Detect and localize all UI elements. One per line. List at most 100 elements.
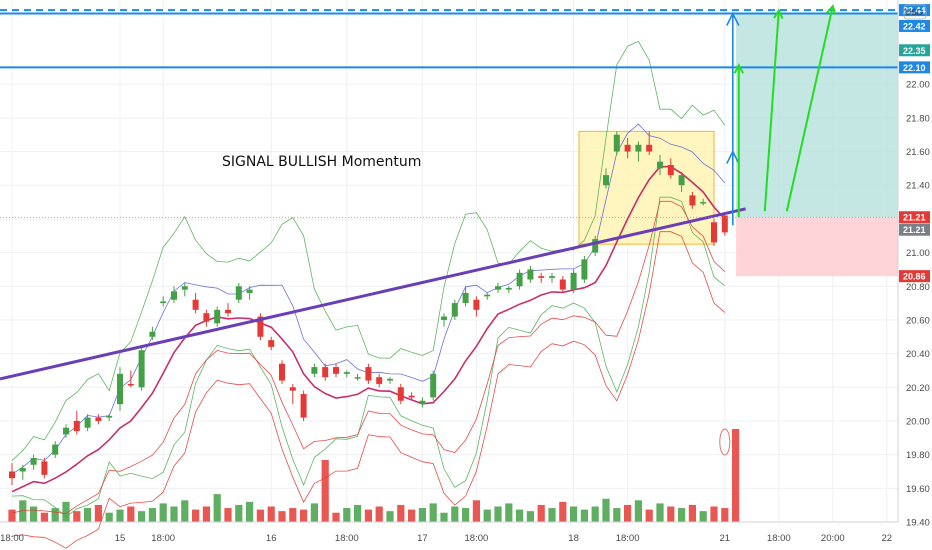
volume-bar (278, 511, 286, 522)
blue-arrow-head (726, 149, 740, 164)
price-tick-label: 21.80 (906, 113, 930, 124)
time-tick-label: 17 (417, 533, 428, 544)
candle-body (711, 222, 717, 243)
candle-body (127, 383, 134, 386)
signal-annotation: SIGNAL BULLISH Momentum (222, 154, 421, 170)
time-axis[interactable]: 18:00 15 18:00 16 18:00 17 18:00 18 18:00 21 18:00… (0, 521, 898, 544)
candle-body (538, 276, 545, 278)
volume-bar (408, 509, 416, 522)
candle-body (613, 134, 620, 152)
candle-body (73, 420, 80, 432)
price-tick-label: 21.00 (906, 248, 930, 259)
candle-body (505, 287, 512, 290)
volume-bar (73, 511, 81, 522)
volume-bar (462, 508, 470, 522)
volume-bar (505, 503, 513, 522)
candle-body (9, 471, 15, 479)
candle-body (354, 377, 361, 379)
candle-body (441, 316, 447, 320)
candle-body (181, 286, 188, 290)
candle-body (160, 301, 167, 304)
candle-body (689, 195, 696, 206)
price-tick-label: 22.00 (906, 80, 930, 91)
candle-body (311, 367, 318, 374)
volume-bar (580, 509, 588, 522)
price-tick-label: 21.60 (906, 147, 930, 158)
time-tick-label: 16 (266, 533, 277, 544)
volume-bar (19, 500, 27, 522)
candle-body (581, 259, 588, 280)
green-arrow-head (733, 63, 744, 74)
candle-body (235, 286, 242, 300)
candle-body (52, 444, 59, 455)
candle-body (19, 468, 26, 472)
candle-body (667, 165, 674, 176)
volume-bar (159, 503, 167, 522)
candle-body (721, 215, 728, 233)
volume-bar (235, 504, 243, 522)
candle-body (289, 387, 296, 391)
bb-outer-lower (11, 196, 726, 518)
price-tick-label: 20.00 (906, 416, 930, 427)
candle-body (549, 276, 555, 278)
volume-bar (148, 508, 156, 522)
volume-bar (570, 506, 578, 522)
candle-body (203, 313, 210, 322)
volume-bar (105, 512, 113, 522)
volume-bar (343, 508, 351, 522)
volume-bar (289, 508, 297, 522)
candle-body (451, 303, 458, 317)
volume-bar (645, 509, 653, 522)
candle-body (527, 269, 534, 280)
time-tick-label: 18:00 (616, 533, 640, 544)
volume-bar (127, 506, 135, 522)
price-tag-label: 22.44 (903, 6, 926, 16)
candle-body (30, 458, 37, 465)
price-tag (899, 44, 930, 57)
price-axis[interactable]: 22.0021.8021.6021.4021.2021.0020.8020.60… (897, 0, 930, 529)
candle-body (322, 367, 329, 378)
price-tag (899, 211, 930, 224)
volume-bar (256, 509, 264, 522)
volume-bar (526, 511, 534, 522)
candle-body (63, 427, 69, 435)
candle-body (603, 175, 609, 186)
volume-bar (354, 504, 362, 522)
volume-bar (84, 508, 92, 522)
volume-bar (62, 501, 70, 522)
volume-bar (202, 506, 210, 522)
volume-bar (472, 500, 480, 522)
volume-bar (710, 506, 718, 522)
bollinger-bands (11, 40, 726, 549)
time-tick-label: 18:00 (335, 533, 359, 544)
volume-bar (613, 508, 621, 522)
candle-body (657, 161, 663, 169)
volume-bar (116, 509, 124, 522)
volume-bar (40, 512, 48, 522)
volume-bar (591, 506, 599, 522)
volume-bar (699, 511, 707, 522)
volume-bar (559, 501, 567, 522)
volume-bar (483, 509, 491, 522)
volume-bar (364, 509, 372, 522)
candle-body (473, 299, 480, 310)
candle-body (138, 350, 145, 388)
time-tick-label: 21 (720, 533, 731, 544)
price-tick-label: 21.40 (906, 181, 930, 192)
candle-body (214, 309, 221, 324)
currency-badge (903, 4, 927, 20)
time-tick-label: 18:00 (0, 533, 24, 544)
candle-body (376, 377, 383, 384)
volume-bar (548, 508, 556, 522)
time-tick-label: 20:00 (821, 533, 845, 544)
candle-body (495, 286, 501, 290)
candle-body (246, 289, 253, 293)
price-tag-label: 21.21 (903, 213, 926, 223)
volume-bar (656, 503, 664, 522)
currency-label: USD (905, 7, 923, 17)
candle-body (397, 387, 404, 401)
volume-bar (667, 506, 675, 522)
price-tag (899, 4, 930, 17)
candle-body (41, 461, 48, 475)
